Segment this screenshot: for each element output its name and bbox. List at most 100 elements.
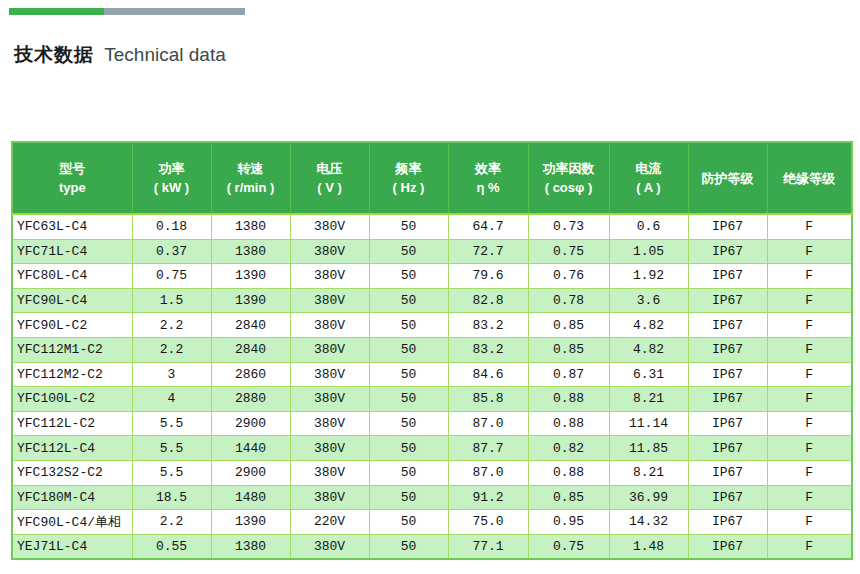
cell-voltage: 380V (290, 214, 369, 239)
cell-power_factor: 0.82 (528, 436, 609, 461)
cell-power: 0.75 (132, 264, 211, 289)
cell-power: 0.55 (132, 534, 211, 559)
cell-protection: IP67 (688, 214, 767, 239)
cell-efficiency: 85.8 (448, 387, 528, 412)
cell-frequency: 50 (369, 411, 448, 436)
cell-current: 0.6 (609, 214, 688, 239)
cell-protection: IP67 (688, 460, 767, 485)
cell-voltage: 380V (290, 411, 369, 436)
cell-efficiency: 79.6 (448, 264, 528, 289)
cell-frequency: 50 (369, 485, 448, 510)
cell-power_factor: 0.95 (528, 510, 609, 535)
cell-efficiency: 83.2 (448, 313, 528, 338)
column-header-current: 电流( A ) (609, 142, 688, 214)
cell-protection: IP67 (688, 534, 767, 559)
cell-efficiency: 84.6 (448, 362, 528, 387)
column-header-sublabel: ( Hz ) (372, 178, 446, 197)
accent-bar-green-segment (9, 8, 104, 15)
accent-bar (9, 8, 245, 15)
cell-protection: IP67 (688, 436, 767, 461)
cell-insulation: F (767, 510, 852, 535)
cell-power_factor: 0.73 (528, 214, 609, 239)
cell-current: 1.92 (609, 264, 688, 289)
cell-protection: IP67 (688, 485, 767, 510)
cell-protection: IP67 (688, 337, 767, 362)
cell-power: 5.5 (132, 436, 211, 461)
column-header-voltage: 电压( V ) (290, 142, 369, 214)
column-header-power: 功率( kW ) (132, 142, 211, 214)
column-header-label: 功率 (135, 159, 209, 178)
cell-efficiency: 82.8 (448, 288, 528, 313)
cell-insulation: F (767, 411, 852, 436)
cell-protection: IP67 (688, 362, 767, 387)
cell-efficiency: 64.7 (448, 214, 528, 239)
cell-insulation: F (767, 460, 852, 485)
technical-data-table: 型号type功率( kW )转速( r/min )电压( V )频率( Hz )… (11, 141, 853, 560)
cell-power: 2.2 (132, 510, 211, 535)
cell-insulation: F (767, 239, 852, 264)
cell-current: 36.99 (609, 485, 688, 510)
cell-power: 5.5 (132, 411, 211, 436)
cell-speed: 2860 (211, 362, 290, 387)
column-header-label: 电流 (612, 159, 686, 178)
cell-type: YFC112M1-C2 (12, 337, 132, 362)
table-row: YFC180M-C418.51480380V5091.20.8536.99IP6… (12, 485, 852, 510)
cell-current: 4.82 (609, 337, 688, 362)
page-title: 技术数据 Technical data (14, 42, 226, 68)
cell-speed: 1390 (211, 510, 290, 535)
table-row: YFC100L-C242880380V5085.80.888.21IP67F (12, 387, 852, 412)
table-header-row: 型号type功率( kW )转速( r/min )电压( V )频率( Hz )… (12, 142, 852, 214)
cell-speed: 1380 (211, 214, 290, 239)
cell-current: 8.21 (609, 387, 688, 412)
cell-voltage: 380V (290, 362, 369, 387)
cell-frequency: 50 (369, 239, 448, 264)
cell-protection: IP67 (688, 288, 767, 313)
cell-insulation: F (767, 214, 852, 239)
cell-power_factor: 0.75 (528, 239, 609, 264)
cell-power_factor: 0.85 (528, 485, 609, 510)
cell-protection: IP67 (688, 411, 767, 436)
page-title-english: Technical data (104, 44, 225, 65)
cell-efficiency: 91.2 (448, 485, 528, 510)
cell-voltage: 380V (290, 534, 369, 559)
cell-frequency: 50 (369, 460, 448, 485)
cell-frequency: 50 (369, 510, 448, 535)
cell-type: YFC112L-C2 (12, 411, 132, 436)
column-header-type: 型号type (12, 142, 132, 214)
cell-current: 8.21 (609, 460, 688, 485)
cell-current: 4.82 (609, 313, 688, 338)
cell-power: 18.5 (132, 485, 211, 510)
cell-frequency: 50 (369, 313, 448, 338)
cell-type: YFC180M-C4 (12, 485, 132, 510)
cell-speed: 1440 (211, 436, 290, 461)
cell-speed: 1480 (211, 485, 290, 510)
cell-power: 3 (132, 362, 211, 387)
cell-power: 1.5 (132, 288, 211, 313)
table-row: YFC80L-C40.751390380V5079.60.761.92IP67F (12, 264, 852, 289)
table-row: YFC112L-C45.51440380V5087.70.8211.85IP67… (12, 436, 852, 461)
cell-type: YFC63L-C4 (12, 214, 132, 239)
cell-protection: IP67 (688, 239, 767, 264)
cell-type: YFC112M2-C2 (12, 362, 132, 387)
column-header-protection: 防护等级 (688, 142, 767, 214)
column-header-label: 防护等级 (691, 169, 765, 188)
column-header-label: 转速 (214, 159, 288, 178)
cell-insulation: F (767, 534, 852, 559)
cell-voltage: 380V (290, 387, 369, 412)
cell-speed: 1390 (211, 264, 290, 289)
cell-current: 11.14 (609, 411, 688, 436)
column-header-sublabel: ( kW ) (135, 178, 209, 197)
cell-insulation: F (767, 362, 852, 387)
cell-power_factor: 0.87 (528, 362, 609, 387)
cell-frequency: 50 (369, 534, 448, 559)
cell-protection: IP67 (688, 510, 767, 535)
cell-voltage: 380V (290, 288, 369, 313)
column-header-power_factor: 功率因数( cosφ ) (528, 142, 609, 214)
cell-voltage: 380V (290, 337, 369, 362)
cell-current: 1.48 (609, 534, 688, 559)
cell-type: YFC100L-C2 (12, 387, 132, 412)
cell-current: 11.85 (609, 436, 688, 461)
cell-frequency: 50 (369, 264, 448, 289)
cell-efficiency: 72.7 (448, 239, 528, 264)
cell-frequency: 50 (369, 362, 448, 387)
